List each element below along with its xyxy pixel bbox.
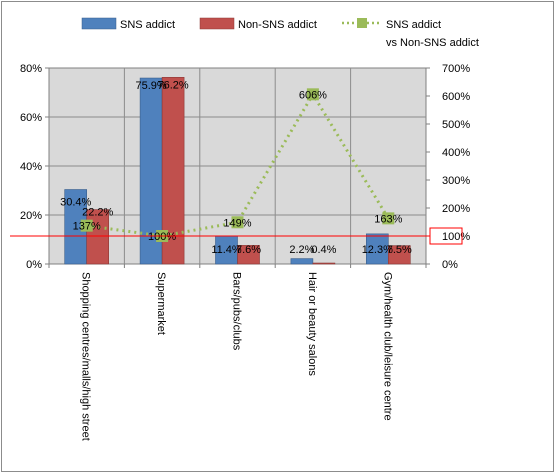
bar-data-label: 2.2% [289,244,314,256]
y-right-tick-label: 600% [442,91,470,103]
category-label: Supermarket [155,272,167,335]
legend-swatch-non-sns-addict [199,17,235,30]
legend-swatch-sns-addict [81,17,117,30]
y-right-tick-label: 200% [442,203,470,215]
y-right-tick-label: 700% [442,63,470,75]
bar-data-label: 76.2% [157,79,188,91]
y-right-tick-label: 0% [442,259,458,271]
bars [64,77,411,265]
chart: SNS addict Non-SNS addict SNS addict vs … [10,17,479,441]
y-left-tick-label: 60% [20,112,42,124]
y-axis-left: 0% 20% 40% 60% 80% [20,63,49,271]
category-label: Bars/pubs/clubs [231,272,243,351]
ratio-data-label: 163% [374,213,402,225]
ratio-data-label: 606% [299,89,327,101]
ratio-marker [306,88,319,101]
ratio-data-label: 100% [148,231,176,243]
reference-box [429,227,463,245]
legend-label-ratio-line2: vs Non-SNS addict [386,37,479,49]
legend: SNS addict Non-SNS addict SNS addict vs … [81,17,479,49]
y-left-tick-label: 20% [20,210,42,222]
bar-non-sns-addict [312,262,336,265]
y-left-tick-label: 0% [26,259,42,271]
ratio-data-label: 149% [223,217,251,229]
bar-data-label: 30.4% [60,197,91,209]
ratio-marker [231,216,244,229]
bar-data-label: 75.9% [135,80,166,92]
legend-label-non-sns-addict: Non-SNS addict [238,19,317,31]
y-left-tick-label: 80% [20,63,42,75]
y-right-tick-label: 100% [442,231,470,243]
bar-data-label: 0.4% [311,244,336,256]
bar-non-sns-addict [161,77,185,265]
bar-data-label: 12.3% [362,244,393,256]
y-left-tick-label: 40% [20,161,42,173]
ratio-line [86,91,390,238]
legend-label-sns-addict: SNS addict [120,19,175,31]
data-labels: 30.4% 75.9% 11.4% 2.2% 12.3% 22.2% 76.2% 7.6% 0.… [60,79,412,256]
category-label: Shopping centres/malls/high street [80,272,92,441]
bar-sns-addict [290,258,314,265]
category-label: Gym/health club/leisure centre [381,272,393,421]
y-right-tick-label: 400% [442,147,470,159]
x-axis-categories: Shopping centres/malls/high street Superm… [80,272,394,441]
y-axis-right: 0% 100% 200% 300% 400% 500% 600% 700% [426,63,470,271]
reference-line [10,227,463,245]
gridlines [48,68,427,268]
y-right-tick-label: 300% [442,175,470,187]
bar-non-sns-addict [237,245,260,265]
ratio-marker [382,212,395,225]
ratio-data-label: 137% [73,221,101,233]
category-label: Hair or beauty salons [306,272,318,376]
bar-data-label: 11.4% [211,244,242,256]
ratio-marker [80,219,93,232]
bar-data-label: 7.5% [387,244,412,256]
bar-non-sns-addict [387,245,411,265]
legend-marker-ratio [357,18,367,28]
bar-data-label: 22.2% [82,207,113,219]
legend-label-ratio-line1: SNS addict [386,19,441,31]
bar-data-label: 7.6% [236,244,261,256]
y-right-tick-label: 500% [442,119,470,131]
